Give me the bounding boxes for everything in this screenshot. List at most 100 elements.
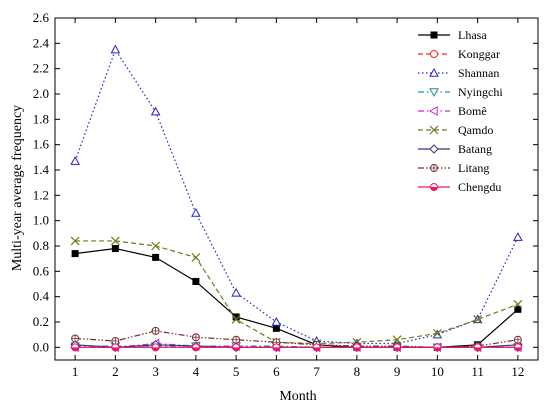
marker-cross	[71, 334, 79, 342]
legend-label: Konggar	[458, 47, 500, 61]
data-point	[150, 106, 161, 116]
data-point	[473, 315, 483, 324]
x-tick-label: 8	[354, 364, 361, 379]
legend-item-shannan: Shannan	[418, 66, 499, 80]
series-chengdu	[71, 343, 522, 352]
x-tick-label: 4	[193, 364, 200, 379]
data-point	[392, 335, 402, 345]
legend-marker	[429, 144, 439, 154]
x-tick-label: 6	[273, 364, 280, 379]
data-point	[110, 44, 121, 54]
y-tick-label: 1.4	[33, 162, 50, 177]
x-tick-label: 3	[152, 364, 159, 379]
marker-fill	[192, 347, 200, 351]
x-tick-label: 10	[431, 364, 444, 379]
data-point	[513, 232, 523, 241]
marker-fill	[71, 347, 79, 351]
legend-label: Nyingchi	[458, 85, 503, 99]
y-tick-label: 2.4	[33, 35, 50, 50]
legend-marker	[429, 88, 439, 98]
plot-frame	[54, 17, 539, 361]
x-tick-label: 12	[511, 364, 524, 379]
legend-label: Lhasa	[458, 28, 487, 42]
data-point	[111, 343, 120, 352]
series-line-qamdo	[75, 240, 519, 345]
marker-cross	[152, 327, 160, 335]
data-point	[232, 335, 241, 344]
data-point	[111, 245, 119, 253]
y-tick-label: 0.2	[33, 314, 49, 329]
marker-fill	[272, 347, 280, 351]
x-tick-label: 9	[394, 364, 401, 379]
legend-item-batang: Batang	[418, 142, 492, 156]
series-line-lhasa	[75, 247, 519, 348]
y-tick-label: 0.6	[33, 263, 50, 278]
series-line-litang	[75, 330, 518, 348]
marker-cross	[430, 164, 438, 172]
y-tick-label: 0.4	[33, 289, 50, 304]
legend-label: Litang	[458, 161, 489, 175]
y-tick-label: 1.8	[33, 111, 49, 126]
y-tick-label: 0.0	[33, 339, 49, 354]
legend-item-konggar: Konggar	[418, 47, 500, 61]
data-point	[272, 324, 280, 332]
x-tick-label: 2	[112, 364, 119, 379]
data-point	[352, 343, 361, 352]
x-axis-title: Month	[279, 389, 316, 404]
marker-cross	[514, 336, 522, 344]
data-point	[271, 316, 282, 326]
marker-fill	[353, 347, 361, 351]
x-tick-label: 5	[233, 364, 240, 379]
data-point	[272, 343, 281, 352]
marker-fill	[430, 187, 438, 191]
y-tick-label: 2.2	[33, 61, 49, 76]
data-point	[513, 343, 522, 352]
y-tick-label: 0.8	[33, 238, 49, 253]
marker-fill	[111, 347, 119, 351]
data-point	[231, 315, 241, 324]
legend-label: Qamdo	[458, 123, 493, 137]
legend-item-chengdu: Chengdu	[418, 180, 501, 194]
data-point	[514, 305, 522, 313]
data-point	[71, 334, 80, 343]
marker-cross	[232, 336, 240, 344]
legend-marker	[429, 125, 439, 135]
data-point	[232, 343, 241, 352]
axes: 1 2 3 4 5 6 7 8 9 10 11 120.00.20.40.60.81.01.21.41…	[33, 10, 539, 379]
data-point	[433, 343, 442, 352]
data-point	[70, 236, 80, 246]
data-point	[513, 335, 522, 344]
data-point	[191, 333, 200, 342]
data-point	[191, 208, 201, 217]
data-point	[152, 253, 160, 261]
data-point	[71, 250, 79, 258]
marker-fill	[393, 347, 401, 351]
y-axis-title: Multi-year average frequency	[10, 105, 25, 271]
y-tick-label: 2.6	[33, 10, 50, 25]
legend-item-lhasa: Lhasa	[418, 28, 487, 42]
legend-item-litang: Litang	[418, 161, 489, 175]
data-point	[473, 343, 482, 352]
marker-fill	[474, 347, 482, 351]
data-point	[151, 326, 160, 335]
data-point	[312, 343, 321, 352]
x-tick-label: 1	[72, 364, 79, 379]
marker-fill	[152, 347, 160, 351]
data-point	[191, 343, 200, 352]
data-point	[110, 236, 120, 246]
data-point	[393, 343, 402, 352]
data-point	[513, 299, 523, 309]
legend-marker	[430, 31, 438, 39]
y-tick-label: 2.0	[33, 86, 49, 101]
legend-label: Bomê	[458, 104, 487, 118]
data-point	[151, 343, 160, 352]
data-point	[191, 252, 201, 262]
y-tick-label: 1.0	[33, 213, 49, 228]
y-tick-label: 1.6	[33, 137, 50, 152]
marker-fill	[232, 347, 240, 351]
legend-item-nyingchi: Nyingchi	[418, 85, 503, 99]
data-point	[432, 328, 442, 338]
legend-label: Batang	[458, 142, 492, 156]
data-point	[151, 241, 161, 251]
legend-item-bom-: Bomê	[418, 104, 487, 118]
